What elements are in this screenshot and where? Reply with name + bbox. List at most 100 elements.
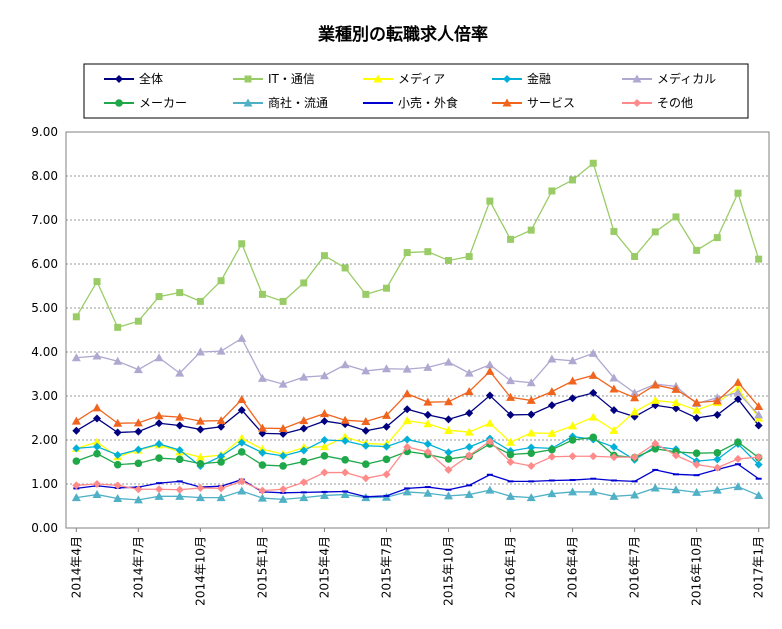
series-8-point [133,418,143,427]
series-2-point [568,421,578,430]
legend-swatch-point [632,74,642,83]
series-9-point [547,452,556,461]
x-tick-label: 2016年10月 [690,536,704,606]
series-8-point [547,387,557,396]
series-8-point [71,416,81,425]
series-7-point [404,487,411,490]
series-0-point [175,421,184,430]
series-7-point [300,491,307,494]
series-0-point [320,417,329,426]
series-4-point [71,353,81,362]
series-8-point [216,416,226,425]
legend-swatch-point [115,99,123,107]
series-4-point [319,371,329,380]
series-8-point [754,402,764,411]
series-5-point [589,433,598,442]
series-2-point [547,428,557,437]
series-4-point [195,347,205,356]
series-4-point [588,348,598,357]
x-tick-label: 2015年4月 [317,536,331,598]
x-axis-ticks: 2014年4月 2014年7月 2014年10月 2015年1月 2015年4月 2015… [69,528,766,606]
series-2-point [319,442,329,451]
legend-swatch-point [502,98,512,107]
series-line [76,463,760,498]
series-7-point [321,490,328,493]
series-0-point [671,404,680,413]
x-tick-label: 2015年10月 [442,536,456,606]
series-1-point [507,235,515,243]
series-1-point [196,297,204,305]
series-5-point [237,448,246,456]
series-line [76,392,760,435]
series-6-point [71,493,81,502]
y-tick-label: 5.00 [31,301,58,315]
series-3-point [217,452,226,461]
series-1-point [734,189,742,197]
series-2-point [340,432,350,441]
series-9-point [93,480,102,488]
series-9-point [403,443,412,452]
series-0-point [382,422,391,431]
series-3-point [361,441,370,450]
series-1-point [465,253,473,261]
series-3-point [134,445,143,454]
series-6-point [257,493,267,502]
x-tick-label: 2016年7月 [628,536,642,598]
series-9-point [237,477,246,486]
series-6-point [506,491,516,500]
series-6-point [340,490,350,499]
series-0-point [506,410,515,419]
series-3-point [754,460,763,469]
legend-item: メディア [363,71,445,86]
series-8-point [340,415,350,424]
x-tick-label: 2015年7月 [379,536,393,598]
series-4-point [547,354,557,363]
series-9-point [382,470,391,479]
series-3-point [258,448,267,457]
series-7-point [362,495,369,498]
y-tick-label: 6.00 [31,257,58,271]
series-1-point [238,240,246,248]
series-9-point [630,453,639,462]
series-4-point [444,357,454,366]
series-9-point [589,452,598,461]
series-7-point [156,482,163,485]
series-5-point [527,449,536,458]
series-9-point [217,484,226,493]
series-6-point [216,493,226,502]
series-2-point [402,416,412,425]
series-0-point [589,388,598,397]
series-9-point [299,478,308,487]
series-5-point [113,460,122,469]
series-8-point [733,377,743,386]
series-9-point [692,460,701,469]
series-6-point [733,482,743,491]
series-5-point [320,452,329,460]
chart-title: 業種別の転職求人倍率 [318,24,488,45]
series-0-point [196,425,205,434]
series-8-point [381,410,391,419]
series-6-point [692,487,702,496]
series-1-point [362,290,370,298]
series-2-point [257,444,267,453]
series-1-point [755,255,763,263]
series-1-point [382,284,390,292]
series-7-point [631,480,638,483]
series-0-point [609,406,618,415]
series-6-point [444,491,454,500]
series-1-point [651,228,659,236]
series-4-point [278,379,288,388]
legend-label: 全体 [139,71,163,86]
series-9-point [279,485,288,494]
series-4-point [113,356,123,365]
series-0-point [568,394,577,403]
series-1-point [693,246,701,254]
y-tick-label: 4.00 [31,345,58,359]
series-1-point [93,278,101,286]
series-4-point [630,388,640,397]
series-1-point [445,256,453,264]
series-8-point [402,389,412,398]
series-9-point [733,454,742,463]
legend-item: 商社・流通 [233,95,328,110]
series-7-point [590,477,597,480]
